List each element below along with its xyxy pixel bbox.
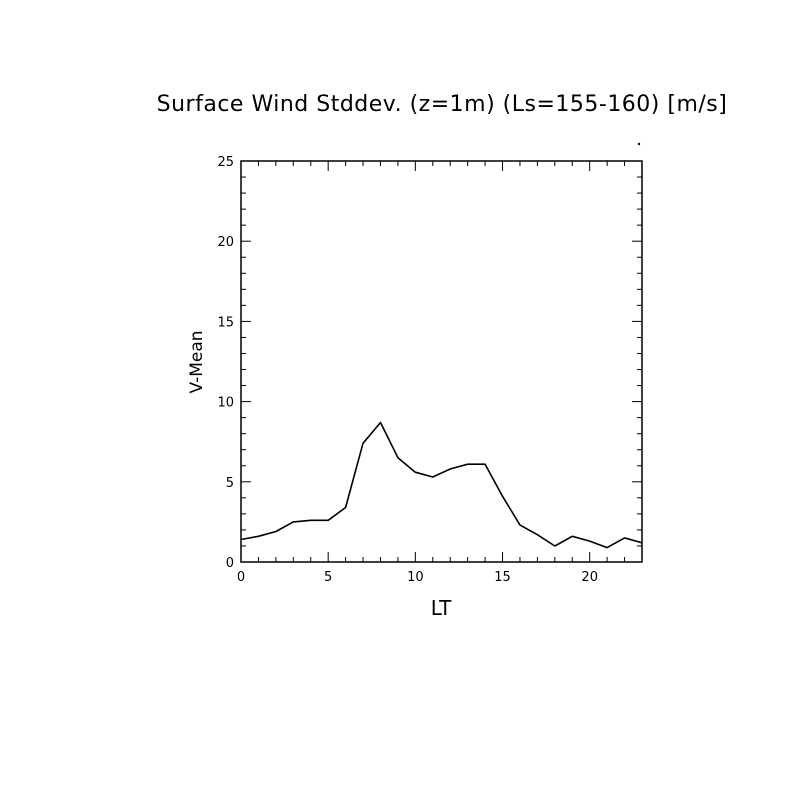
y-tick-label: 25	[217, 155, 234, 170]
corner-dot	[637, 142, 641, 146]
x-tick-label: 20	[581, 570, 598, 585]
axis-ticks	[240, 160, 643, 563]
y-tick-label: 20	[217, 235, 234, 250]
x-tick-label: 15	[494, 570, 511, 585]
y-axis-label: V-Mean	[187, 330, 207, 393]
y-tick-label: 10	[217, 396, 234, 411]
series-line	[240, 421, 643, 549]
y-tick-label: 15	[217, 315, 234, 330]
x-axis-label: LT	[431, 596, 452, 620]
plot-frame	[240, 160, 643, 563]
x-tick-label: 0	[237, 570, 245, 585]
y-tick-label: 5	[226, 476, 234, 491]
y-tick-label: 0	[226, 556, 234, 571]
x-tick-label: 5	[324, 570, 332, 585]
chart-title: Surface Wind Stddev. (z=1m) (Ls=155-160)…	[157, 92, 728, 117]
axis-tick-labels: 0 5 10 15 20 0 5 10 15 20 25	[217, 155, 598, 585]
x-tick-label: 10	[407, 570, 424, 585]
